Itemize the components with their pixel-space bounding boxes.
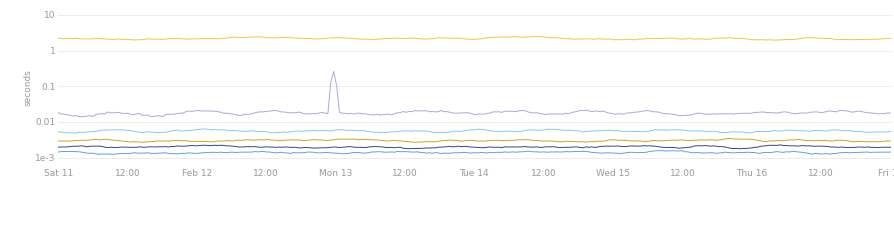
Y-axis label: seconds: seconds [23,70,32,106]
Legend: p50, p75, p90, p95, p99, Max: p50, p75, p90, p95, p99, Max [63,235,348,238]
